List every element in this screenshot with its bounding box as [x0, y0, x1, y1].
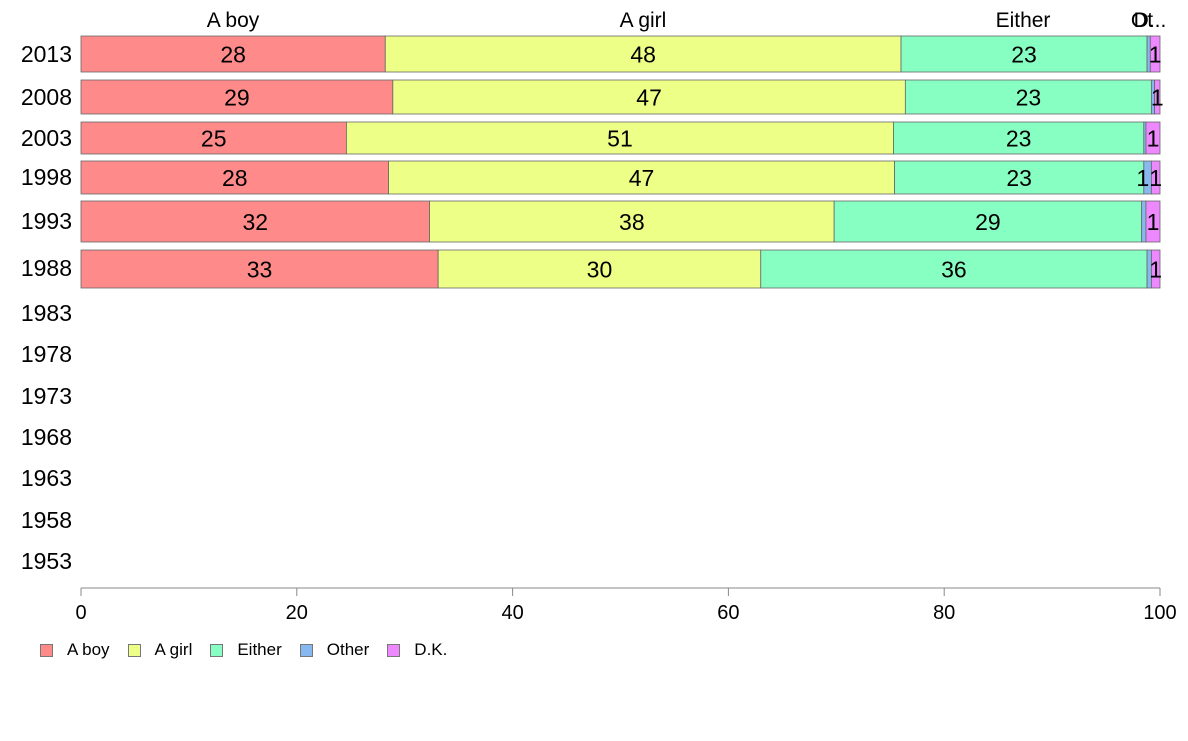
- data-label-a-boy-1993: 32: [242, 209, 268, 235]
- data-label-a-girl-1998: 47: [629, 165, 655, 191]
- bar-a-boy-1988: [80, 249, 439, 289]
- data-label-other-1998: 1: [1136, 165, 1149, 191]
- legend-swatch-either: [210, 643, 224, 657]
- data-label-either-1998: 23: [1006, 165, 1032, 191]
- bar-a-boy-2008: [80, 79, 394, 115]
- year-label-1953: 1953: [21, 548, 72, 574]
- x-tick-label-20: 20: [286, 602, 308, 624]
- legend-swatch-other: [299, 643, 313, 657]
- legend-item-either: Either: [210, 640, 282, 660]
- data-label-either-2013: 23: [1011, 42, 1037, 68]
- legend-swatch-a-girl: [127, 643, 141, 657]
- data-label-a-girl-1988: 30: [587, 257, 613, 283]
- legend-label-a-boy: A boy: [67, 640, 110, 659]
- bar-a-boy-1998: [80, 160, 389, 195]
- top-label-ot: Ot: [1131, 9, 1153, 32]
- data-label-a-girl-2003: 51: [607, 126, 633, 152]
- data-label-d-k-1993: 1: [1147, 209, 1160, 235]
- legend-swatch-dk: [387, 643, 401, 657]
- data-label-d-k-2008: 1: [1151, 85, 1164, 111]
- year-label-1973: 1973: [21, 383, 72, 409]
- legend-label-other: Other: [326, 640, 370, 659]
- year-label-1958: 1958: [21, 507, 72, 533]
- data-label-d-k-1998: 1: [1149, 165, 1162, 191]
- year-label-1963: 1963: [21, 465, 72, 491]
- bar-either-1998: [894, 160, 1145, 195]
- year-label-2003: 2003: [21, 125, 72, 151]
- top-label-d: D...: [1134, 9, 1167, 32]
- data-label-d-k-2013: 1: [1149, 42, 1162, 68]
- bar-a-girl-1988: [437, 249, 762, 289]
- bar-a-boy-2003: [80, 121, 347, 155]
- bar-either-1993: [833, 200, 1143, 243]
- legend-label-a-girl: A girl: [154, 640, 193, 659]
- bar-d-k-2008: [1154, 79, 1161, 115]
- x-tick-label-100: 100: [1143, 602, 1176, 624]
- data-label-either-1988: 36: [941, 257, 967, 283]
- data-label-d-k-1988: 1: [1149, 257, 1162, 283]
- data-label-a-boy-1998: 28: [222, 165, 248, 191]
- year-label-1968: 1968: [21, 424, 72, 450]
- data-label-a-boy-1988: 33: [247, 257, 273, 283]
- year-label-1993: 1993: [21, 208, 72, 234]
- legend: A boy A girl Either Other D.K.: [40, 640, 465, 660]
- bar-other-1993: [1141, 200, 1147, 243]
- legend-label-either: Either: [237, 640, 282, 659]
- x-tick-label-0: 0: [75, 602, 86, 624]
- bar-d-k-1988: [1150, 249, 1161, 289]
- year-label-2008: 2008: [21, 84, 72, 110]
- year-label-1983: 1983: [21, 300, 72, 326]
- data-label-a-boy-2013: 28: [220, 42, 246, 68]
- legend-label-dk: D.K.: [414, 640, 448, 659]
- bar-either-2008: [904, 79, 1152, 115]
- legend-item-other: Other: [299, 640, 370, 660]
- top-label-a-boy: A boy: [207, 9, 260, 32]
- bar-a-girl-1998: [388, 160, 895, 195]
- bar-either-2013: [900, 35, 1148, 73]
- top-label-a-girl: A girl: [620, 9, 667, 32]
- bar-d-k-1993: [1145, 200, 1161, 243]
- legend-item-dk: D.K.: [387, 640, 447, 660]
- x-tick-label-40: 40: [501, 602, 523, 624]
- bar-a-boy-2013: [80, 35, 386, 73]
- x-tick-label-80: 80: [933, 602, 955, 624]
- bar-a-girl-2008: [392, 79, 906, 115]
- data-label-either-2003: 23: [1006, 126, 1032, 152]
- data-label-a-girl-2013: 48: [630, 42, 656, 68]
- year-label-1988: 1988: [21, 255, 72, 281]
- data-label-a-girl-2008: 47: [636, 85, 662, 111]
- data-label-either-1993: 29: [975, 209, 1001, 235]
- year-label-2013: 2013: [21, 41, 72, 67]
- data-label-a-girl-1993: 38: [619, 209, 645, 235]
- year-label-1998: 1998: [21, 164, 72, 190]
- data-label-d-k-2003: 1: [1147, 126, 1160, 152]
- bar-a-girl-2003: [346, 121, 894, 155]
- data-label-a-boy-2008: 29: [224, 85, 250, 111]
- year-label-1978: 1978: [21, 341, 72, 367]
- bar-d-k-1998: [1150, 160, 1161, 195]
- bar-d-k-2013: [1149, 35, 1161, 73]
- legend-swatch-a-boy: [40, 643, 53, 657]
- x-tick-label-60: 60: [717, 602, 739, 624]
- data-label-either-2008: 23: [1016, 85, 1042, 111]
- bar-d-k-2003: [1145, 121, 1161, 155]
- legend-item-a-girl: A girl: [127, 640, 193, 660]
- data-label-a-boy-2003: 25: [201, 126, 227, 152]
- legend-item-a-boy: A boy: [40, 640, 110, 660]
- top-label-either: Either: [996, 9, 1051, 32]
- bar-a-girl-2013: [384, 35, 902, 73]
